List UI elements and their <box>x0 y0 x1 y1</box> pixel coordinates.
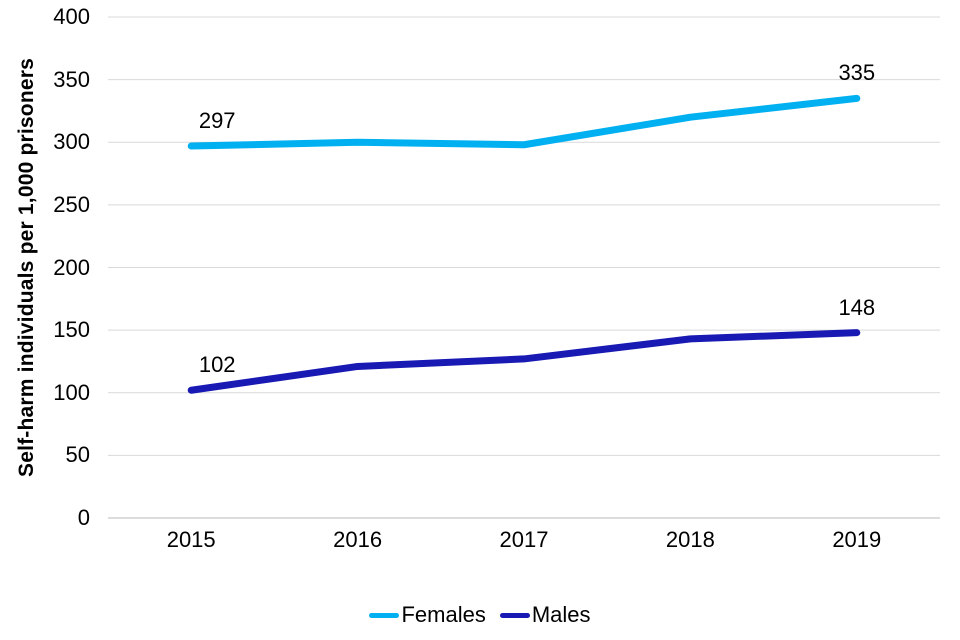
y-tick-label: 0 <box>77 505 90 530</box>
series-line-females <box>187 94 861 150</box>
x-tick-label: 2017 <box>499 527 549 552</box>
legend-label: Males <box>531 602 591 627</box>
data-label-males-2015: 102 <box>198 352 236 378</box>
legend-item-females: Females <box>362 602 492 628</box>
y-tick-label: 100 <box>53 379 90 405</box>
x-tick-label: 2019 <box>832 527 882 552</box>
y-tick-label: 250 <box>53 191 90 217</box>
legend-line-marker-females <box>369 612 400 618</box>
legend-item-males: Males <box>493 602 598 628</box>
legend-line-marker-males <box>499 612 530 618</box>
y-tick-label: 200 <box>53 254 90 280</box>
y-tick-label: 400 <box>53 4 90 29</box>
y-tick-label: 150 <box>53 317 90 343</box>
y-tick-label: 50 <box>65 442 90 468</box>
data-label-females-2015: 297 <box>198 108 236 133</box>
x-tick-label: 2015 <box>166 527 216 552</box>
chart-legend: Females Males <box>0 601 960 629</box>
series-line-males <box>187 329 861 394</box>
y-tick-label: 350 <box>53 66 90 92</box>
data-label-females-2019: 335 <box>838 60 876 86</box>
x-tick-label: 2016 <box>333 527 383 552</box>
legend-label: Females <box>401 602 486 627</box>
y-tick-label: 300 <box>53 129 90 155</box>
data-label-males-2019: 148 <box>838 294 876 320</box>
x-tick-label: 2018 <box>665 527 715 552</box>
